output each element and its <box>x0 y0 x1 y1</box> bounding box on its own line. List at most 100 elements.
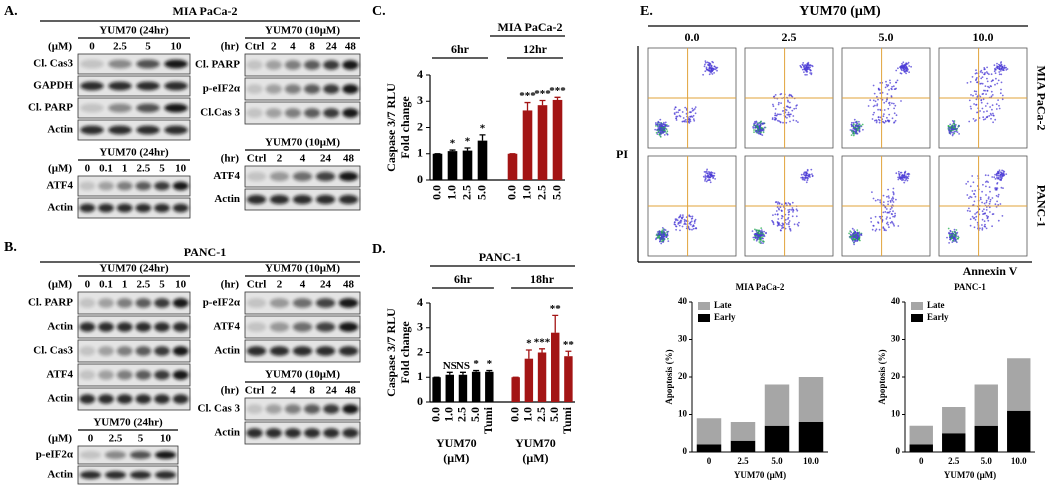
flow-dot <box>758 234 761 237</box>
blot-band <box>172 322 189 332</box>
flow-dot <box>894 88 897 90</box>
flow-dot <box>995 68 997 71</box>
flow-dot <box>789 106 792 109</box>
blot-band <box>155 471 176 479</box>
flow-dot <box>985 116 988 119</box>
flow-dot <box>1000 63 1003 66</box>
flow-dot <box>689 111 692 114</box>
flow-dot <box>885 218 888 220</box>
x-tick-label: 2.5 <box>459 185 473 200</box>
flow-dot <box>694 218 697 221</box>
flow-dot <box>993 176 996 179</box>
flow-dot <box>710 64 712 67</box>
flow-dot <box>850 134 853 137</box>
flow-dot <box>663 232 666 234</box>
flow-dot <box>786 116 788 119</box>
blot-band <box>338 346 359 356</box>
blot-band <box>246 108 263 118</box>
blot-strip <box>77 119 191 141</box>
flow-dot <box>853 236 856 238</box>
column-label: 2.5 <box>782 30 797 44</box>
y-tick-label: 10 <box>678 409 688 419</box>
bar <box>485 371 494 402</box>
flow-dot <box>885 222 888 225</box>
flow-dot <box>681 120 684 123</box>
flow-dot <box>953 130 956 133</box>
flow-dot <box>985 201 988 204</box>
flow-dot <box>661 227 664 229</box>
blot-panel-title: MIA PaCa-2 <box>173 4 238 18</box>
flow-dot <box>951 241 954 244</box>
column-label: 0.0 <box>685 30 700 44</box>
flow-dot <box>983 67 986 69</box>
flow-dot <box>753 238 755 241</box>
blot-band <box>154 203 170 213</box>
bar <box>462 150 473 180</box>
blot-band <box>116 370 133 380</box>
flow-dot <box>948 234 951 237</box>
flow-dot <box>655 125 657 127</box>
row-label: GAPDH <box>33 80 73 92</box>
flow-dot <box>803 67 806 70</box>
flow-dot <box>985 227 988 230</box>
flow-dot <box>709 66 711 69</box>
flow-dot <box>981 190 983 193</box>
flow-dot <box>980 77 983 80</box>
blot-band <box>98 394 114 404</box>
flow-dot <box>702 175 705 178</box>
error-bar <box>565 350 572 357</box>
blot-band <box>342 404 359 414</box>
flow-dot <box>756 238 759 241</box>
flow-dot <box>901 65 904 68</box>
flow-dot <box>998 104 1000 107</box>
flow-dot <box>891 117 894 120</box>
flow-dot <box>667 237 669 240</box>
flow-dot <box>949 230 952 233</box>
bar <box>477 140 488 180</box>
flow-dot <box>975 79 977 82</box>
flow-dot <box>973 226 976 229</box>
flow-dot <box>885 100 888 103</box>
blot-band <box>105 451 126 459</box>
flow-dot <box>889 199 892 202</box>
flow-dot <box>704 177 707 180</box>
flow-dot <box>704 176 707 179</box>
blot-strip <box>77 97 191 119</box>
flow-dot <box>948 242 950 244</box>
blot-strip <box>77 387 191 411</box>
flow-dot <box>997 195 1000 198</box>
flow-dot <box>806 168 809 171</box>
blot-unit: (μM) <box>48 433 72 445</box>
flow-dot <box>782 224 784 226</box>
flow-dot <box>952 126 954 129</box>
flow-dot <box>807 68 810 70</box>
flow-x-label: Annexin V <box>963 264 1018 278</box>
flow-dot <box>856 237 859 240</box>
blot-band <box>292 194 313 205</box>
lane-label: 48 <box>343 153 355 165</box>
flow-dot <box>901 177 903 180</box>
blot-band <box>265 108 282 118</box>
blot-band <box>265 60 282 70</box>
flow-dot <box>807 61 810 64</box>
flow-dot <box>791 109 794 112</box>
flow-dot <box>778 202 781 205</box>
blot-strip <box>244 101 361 125</box>
flow-dot <box>849 230 852 233</box>
flow-dot <box>956 131 959 134</box>
flow-dot <box>994 83 996 86</box>
flow-dot <box>983 225 986 228</box>
flow-dot <box>678 224 681 227</box>
chart-title: PANC-1 <box>479 250 521 264</box>
flow-dot <box>795 215 798 218</box>
x-tick-label: 0 <box>707 456 712 466</box>
blot-strip <box>244 77 361 101</box>
blot-band <box>136 81 160 91</box>
blot-band <box>154 181 170 191</box>
flow-dot <box>848 232 850 235</box>
flow-dot <box>900 100 902 102</box>
bar <box>458 374 468 402</box>
flow-dot <box>878 121 881 124</box>
blot-band <box>284 60 301 70</box>
